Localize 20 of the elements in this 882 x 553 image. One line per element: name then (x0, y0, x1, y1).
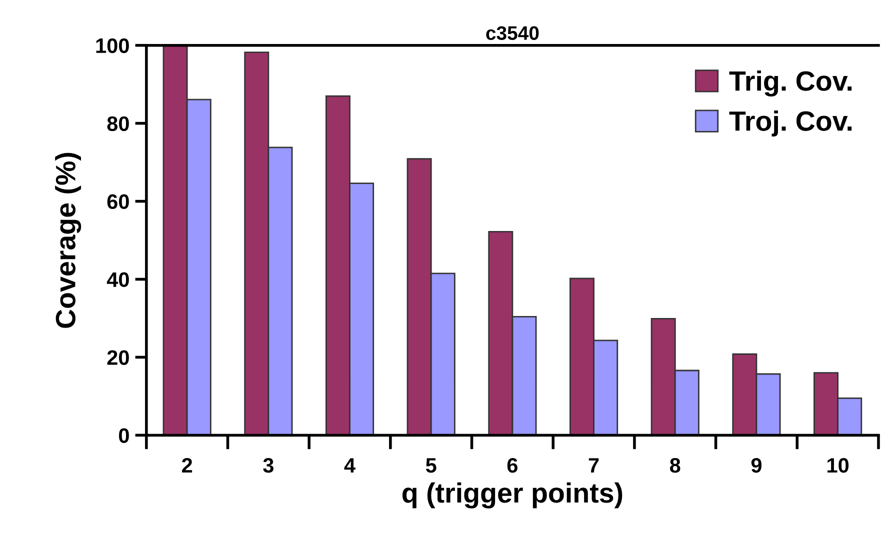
x-tick-label: 8 (670, 458, 680, 473)
legend-label: Trig. Cov. (729, 70, 852, 97)
x-tick-label: 10 (828, 458, 849, 473)
y-tick-label: 100 (96, 38, 129, 54)
x-tick-label: 6 (507, 458, 518, 473)
legend-label: Troj. Cov. (729, 110, 852, 136)
x-tick-label: 7 (588, 458, 599, 473)
x-tick-label: 9 (751, 458, 762, 473)
y-tick-label: 20 (107, 350, 129, 365)
y-axis-title: Coverage (%) (55, 152, 82, 328)
chart-title: c3540 (486, 26, 539, 40)
y-tick-label: 0 (118, 428, 129, 443)
x-tick-label: 5 (426, 458, 436, 473)
x-tick-label: 4 (344, 458, 356, 473)
x-tick-label: 3 (263, 458, 274, 473)
y-tick-label: 80 (107, 116, 129, 132)
y-tick-label: 40 (106, 272, 129, 288)
x-axis-title: q (trigger points) (402, 482, 622, 508)
y-tick-label: 60 (107, 194, 129, 210)
x-tick-label: 2 (182, 458, 192, 473)
